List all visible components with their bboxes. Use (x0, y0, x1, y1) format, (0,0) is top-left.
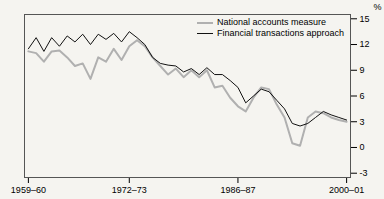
svg-text:0: 0 (360, 142, 365, 152)
svg-text:1972–73: 1972–73 (112, 185, 147, 195)
svg-text:6: 6 (360, 91, 365, 101)
svg-text:3: 3 (360, 117, 365, 127)
svg-text:%: % (373, 2, 381, 12)
svg-text:1986–87: 1986–87 (220, 185, 255, 195)
svg-text:9: 9 (360, 65, 365, 75)
html-text:Financial transactions approac: Financial transactions approach (216, 28, 344, 38)
svg-text:12: 12 (360, 39, 370, 49)
html-text:National accounts measure: National accounts measure (216, 17, 326, 27)
svg-text:1959–60: 1959–60 (11, 185, 46, 195)
svg-text:15: 15 (360, 14, 370, 24)
svg-text:2000–01: 2000–01 (329, 185, 364, 195)
svg-text:-3: -3 (360, 168, 368, 178)
